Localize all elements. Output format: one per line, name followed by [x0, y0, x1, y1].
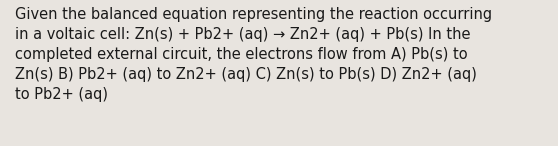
Text: Given the balanced equation representing the reaction occurring
in a voltaic cel: Given the balanced equation representing… — [15, 7, 492, 102]
